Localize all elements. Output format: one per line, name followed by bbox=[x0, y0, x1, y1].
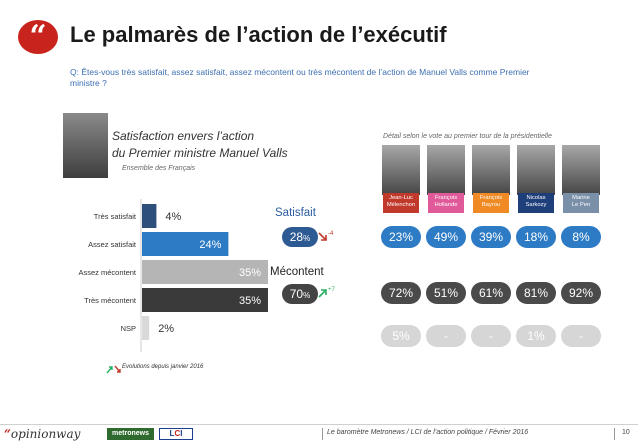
candidate-sat-value: 8% bbox=[561, 226, 601, 248]
candidate-photo bbox=[382, 145, 420, 195]
survey-question: Q: Êtes-vous très satisfait, assez satis… bbox=[70, 67, 530, 88]
candidate-label: Nicolas Sarkozy bbox=[518, 193, 554, 213]
mecontent-total-value: 70 bbox=[289, 287, 304, 301]
chart-subtitle: Satisfaction envers l’action du Premier … bbox=[112, 128, 288, 162]
candidate-first-name: Nicolas bbox=[526, 195, 546, 201]
footer-separator bbox=[322, 428, 323, 440]
category-label: Très mécontent bbox=[84, 296, 137, 305]
valls-portrait bbox=[63, 113, 108, 178]
candidate-sat-value: 39% bbox=[471, 226, 511, 248]
candidate-last-name: Bayrou bbox=[481, 202, 501, 208]
lci-logo: LCI bbox=[159, 428, 193, 440]
page-title: Le palmarès de l’action de l’exécutif bbox=[70, 22, 447, 47]
mecontent-total-pill: 70% bbox=[282, 284, 318, 304]
category-label: Assez satisfait bbox=[88, 240, 137, 249]
candidate-last-name: Hollande bbox=[434, 202, 458, 208]
chart-subtitle-line1: Satisfaction envers l’action bbox=[112, 129, 255, 143]
chart-subtitle-line2: du Premier ministre Manuel Valls bbox=[112, 146, 288, 160]
candidate-photo bbox=[472, 145, 510, 195]
footer-separator bbox=[614, 428, 615, 440]
candidate-mec-value: 81% bbox=[516, 282, 556, 304]
mecontent-total-pct: % bbox=[303, 291, 311, 300]
candidate-nsp-value: - bbox=[471, 325, 511, 347]
category-label: Très satisfait bbox=[94, 212, 137, 221]
candidate-mec-value: 61% bbox=[471, 282, 511, 304]
satisfaction-bar-chart: Très satisfait 4% Assez satisfait 24% Assez … bbox=[0, 195, 270, 360]
candidate-last-name: Le Pen bbox=[571, 202, 591, 208]
population-label: Ensemble des Français bbox=[122, 165, 196, 172]
mecontent-label: Mécontent bbox=[270, 266, 324, 278]
metronews-logo: metronews bbox=[107, 428, 154, 440]
satisfait-evolution: -4 bbox=[328, 231, 334, 237]
bar-2 bbox=[142, 260, 268, 284]
bar-value-label: 4% bbox=[165, 211, 181, 223]
category-label: NSP bbox=[121, 324, 136, 333]
up-arrow-icon bbox=[318, 285, 328, 298]
satisfait-total-pct: % bbox=[303, 234, 311, 243]
opinionway-quote: “ bbox=[4, 427, 11, 441]
bar-3 bbox=[142, 288, 268, 312]
evolution-arrows-icon bbox=[106, 361, 122, 374]
lci-letter-l: L bbox=[169, 429, 175, 438]
bar-chart-svg: Très satisfait 4% Assez satisfait 24% Assez … bbox=[78, 199, 268, 352]
candidate-nsp-value: - bbox=[426, 325, 466, 347]
candidate-nsp-value: - bbox=[561, 325, 601, 347]
candidate-label: François Hollande bbox=[428, 193, 464, 213]
lci-letter-i: I bbox=[180, 429, 183, 438]
candidate-last-name: Mélenchon bbox=[386, 202, 416, 208]
category-label: Assez mécontent bbox=[78, 268, 136, 277]
bar-4 bbox=[142, 316, 150, 340]
opinionway-text: opinionway bbox=[10, 427, 81, 441]
candidate-photo bbox=[517, 145, 555, 195]
bar-1 bbox=[142, 232, 229, 256]
detail-title: Détail selon le vote au premier tour de … bbox=[383, 133, 552, 140]
candidate-sat-value: 18% bbox=[516, 226, 556, 248]
down-arrow-icon bbox=[318, 229, 328, 241]
candidate-mec-value: 92% bbox=[561, 282, 601, 304]
candidate-mec-value: 51% bbox=[426, 282, 466, 304]
lci-letter-c: C bbox=[174, 429, 181, 438]
candidate-first-name: Jean-Luc bbox=[389, 195, 413, 201]
candidate-first-name: François bbox=[479, 195, 503, 201]
candidate-mec-value: 72% bbox=[381, 282, 421, 304]
candidate-nsp-value: 1% bbox=[516, 325, 556, 347]
candidate-photo bbox=[562, 145, 600, 195]
bar-value-label: 35% bbox=[239, 295, 261, 307]
candidate-first-name: François bbox=[434, 195, 458, 201]
candidate-last-name: Sarkozy bbox=[525, 202, 547, 208]
satisfait-total-pill: 28% bbox=[282, 227, 318, 247]
quote-badge: “ bbox=[18, 20, 58, 54]
bar-value-label: 24% bbox=[199, 239, 221, 251]
mecontent-evolution: +7 bbox=[328, 287, 335, 293]
barometre-caption: Le baromètre Metronews / LCI de l’action… bbox=[327, 429, 529, 436]
bar-value-label: 2% bbox=[158, 323, 174, 335]
candidate-first-name: Marine bbox=[572, 195, 590, 201]
satisfait-total-value: 28 bbox=[289, 230, 304, 244]
bar-0 bbox=[142, 204, 157, 228]
candidate-label: Jean-Luc Mélenchon bbox=[383, 193, 419, 213]
candidate-sat-value: 23% bbox=[381, 226, 421, 248]
page-number: 10 bbox=[622, 429, 630, 436]
candidate-nsp-value: 5% bbox=[381, 325, 421, 347]
opinionway-logo: “opinionway bbox=[4, 427, 80, 441]
candidate-sat-value: 49% bbox=[426, 226, 466, 248]
candidate-photo bbox=[427, 145, 465, 195]
candidate-label: Marine Le Pen bbox=[563, 193, 599, 213]
satisfait-label: Satisfait bbox=[275, 207, 316, 219]
candidate-label: François Bayrou bbox=[473, 193, 509, 213]
evolution-legend: Evolutions depuis janvier 2016 bbox=[122, 364, 204, 370]
bar-value-label: 35% bbox=[239, 267, 261, 279]
footer-divider bbox=[0, 424, 638, 425]
